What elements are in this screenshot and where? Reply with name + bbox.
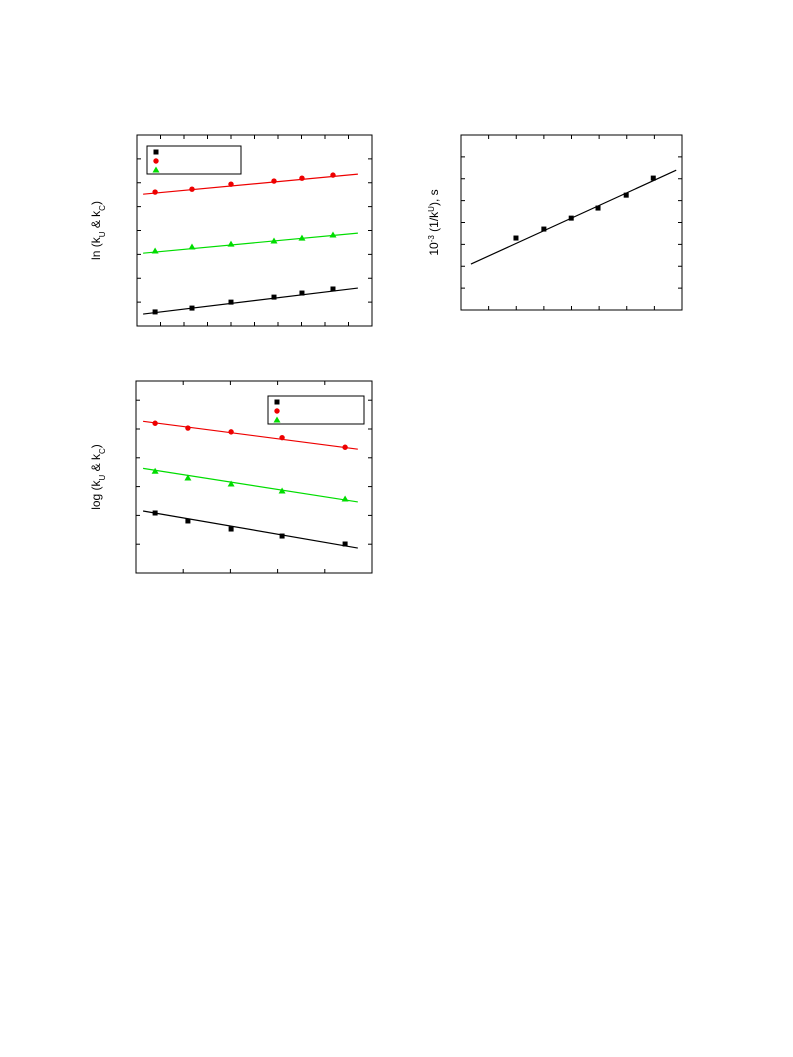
marker <box>299 175 305 181</box>
fit-line <box>143 232 358 254</box>
marker <box>341 495 349 502</box>
legend-marker <box>274 399 280 405</box>
marker <box>623 192 629 198</box>
y-axis-label-part: 10 <box>427 242 441 256</box>
marker <box>650 175 656 181</box>
marker <box>152 420 158 426</box>
marker <box>185 518 191 524</box>
marker <box>152 309 158 315</box>
marker <box>188 243 196 250</box>
marker <box>271 178 277 184</box>
y-axis-label-part: -3 <box>427 235 436 243</box>
marker <box>227 480 235 487</box>
chart: ln (kU & kC) <box>89 134 373 327</box>
marker <box>271 294 277 300</box>
marker <box>299 290 305 296</box>
marker <box>228 526 234 532</box>
marker <box>189 305 195 311</box>
marker <box>151 467 159 474</box>
marker <box>568 215 574 221</box>
marker <box>270 237 278 244</box>
fit-line <box>143 420 358 450</box>
y-axis-label-part: ), s <box>427 189 441 206</box>
y-axis-label-part: U <box>427 206 436 212</box>
marker <box>228 299 234 305</box>
y-axis-label-part: (1/k <box>427 211 441 235</box>
legend-marker <box>152 166 160 173</box>
marker <box>152 510 158 516</box>
marker <box>541 226 547 232</box>
marker <box>227 240 235 247</box>
y-axis-label-part: C <box>98 205 107 211</box>
marker <box>595 205 601 211</box>
marker <box>329 231 337 238</box>
fit-line <box>142 510 358 549</box>
y-axis-label-part: log (k <box>89 479 103 509</box>
marker <box>189 186 195 192</box>
y-axis-label: ln (kU & kC) <box>89 201 107 260</box>
y-axis-label-part: C <box>98 448 107 454</box>
marker <box>151 247 159 254</box>
marker <box>152 189 158 195</box>
marker <box>228 429 234 435</box>
marker <box>279 533 285 539</box>
marker <box>298 234 306 241</box>
marker <box>184 474 192 481</box>
plot-frame <box>135 380 373 574</box>
marker <box>342 541 348 547</box>
marker <box>228 181 234 187</box>
legend-box <box>267 395 365 425</box>
fit-line <box>142 467 358 503</box>
legend-marker <box>153 149 159 155</box>
plot-frame <box>136 134 373 327</box>
marker <box>330 172 336 178</box>
legend-box <box>146 145 242 175</box>
y-axis-label-part: & k <box>89 210 103 232</box>
marker <box>342 444 348 450</box>
y-axis-label-part: ) <box>89 201 103 205</box>
y-axis-label: 10-3 (1/kU), s <box>427 189 442 255</box>
marker <box>330 286 336 292</box>
legend-marker <box>273 416 281 423</box>
fit-line <box>143 173 358 195</box>
marker <box>185 425 191 431</box>
y-axis-label-part: U <box>98 474 107 480</box>
chart: 10-3 (1/kU), s <box>427 134 683 311</box>
marker <box>513 235 519 241</box>
fit-line <box>143 287 358 315</box>
chart: log (kU & kC) <box>89 380 373 574</box>
marker <box>278 487 286 494</box>
legend-marker <box>274 408 280 414</box>
plot-frame <box>460 134 683 311</box>
legend-marker <box>153 158 159 164</box>
y-axis-label-part: & k <box>89 453 103 475</box>
y-axis-label-part: ln (k <box>89 236 103 260</box>
y-axis-label: log (kU & kC) <box>89 444 107 510</box>
marker <box>279 434 285 441</box>
y-axis-label-part: ) <box>89 444 103 448</box>
y-axis-label-part: U <box>98 231 107 237</box>
